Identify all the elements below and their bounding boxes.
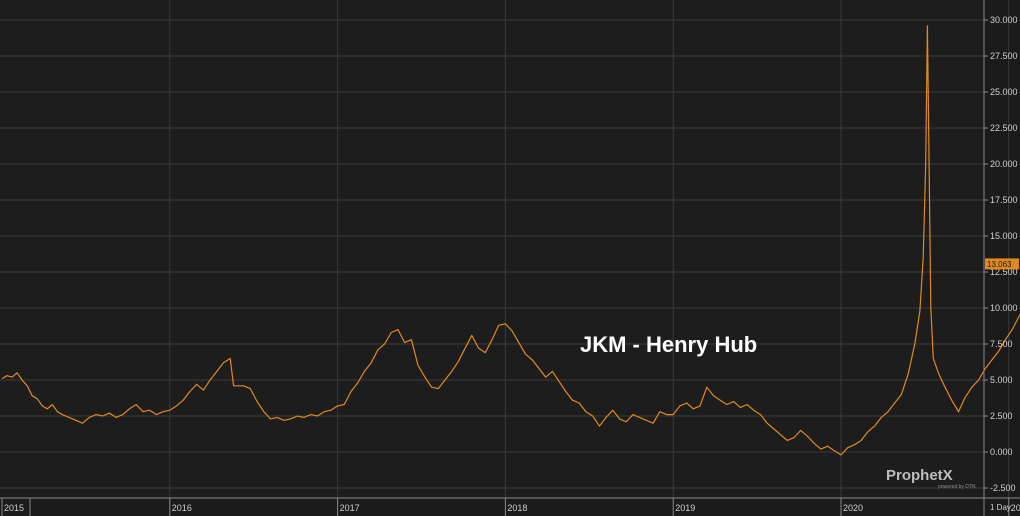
y-tick-label: 5.000 — [990, 375, 1013, 385]
y-tick-label: -2.500 — [990, 483, 1016, 493]
logo-subtext: powered by DTN — [938, 484, 976, 490]
x-tick-label: 2019 — [675, 503, 695, 513]
y-tick-label: 10.000 — [990, 303, 1018, 313]
x-tick-label: 2020 — [843, 503, 863, 513]
grid — [0, 0, 1010, 498]
x-tick-label: 2015 — [4, 503, 24, 513]
last-value-badge — [985, 258, 1019, 270]
last-value-marker: 13.063 — [985, 258, 1019, 270]
y-tick-label: 25.000 — [990, 87, 1018, 97]
series-group — [1, 25, 1020, 456]
y-tick-label: 2.500 — [990, 411, 1013, 421]
series-line[interactable] — [1, 25, 1020, 456]
y-tick-label: 17.500 — [990, 195, 1018, 205]
x-tick-label: 2021 — [1011, 503, 1020, 513]
y-tick-label: 22.500 — [990, 123, 1018, 133]
prophetx-logo: ProphetX powered by DTN — [886, 467, 976, 490]
y-tick-label: 0.000 — [990, 447, 1013, 457]
logo-text: ProphetX — [886, 467, 953, 484]
y-tick-label: 30.000 — [990, 15, 1018, 25]
y-tick-label: 27.500 — [990, 51, 1018, 61]
y-axis[interactable]: 30.000 27.500 25.000 22.500 20.000 17.500 15.0… — [984, 15, 1018, 493]
y-tick-label: 7.500 — [990, 339, 1013, 349]
x-axis[interactable]: 2015 2016 2017 2018 2019 2020 2021 — [1, 498, 1020, 516]
chart-annotation: JKM - Henry Hub — [580, 332, 757, 357]
y-tick-label: 15.000 — [990, 231, 1018, 241]
x-tick-label: 2016 — [172, 503, 192, 513]
y-tick-label: 12.500 — [990, 267, 1018, 277]
y-tick-label: 20.000 — [990, 159, 1018, 169]
plot-area[interactable] — [0, 0, 984, 498]
x-tick-label: 2017 — [340, 503, 360, 513]
x-tick-label: 2018 — [507, 503, 527, 513]
last-value-label: 13.063 — [987, 260, 1012, 269]
period-label[interactable]: 1 Day — [990, 503, 1011, 512]
